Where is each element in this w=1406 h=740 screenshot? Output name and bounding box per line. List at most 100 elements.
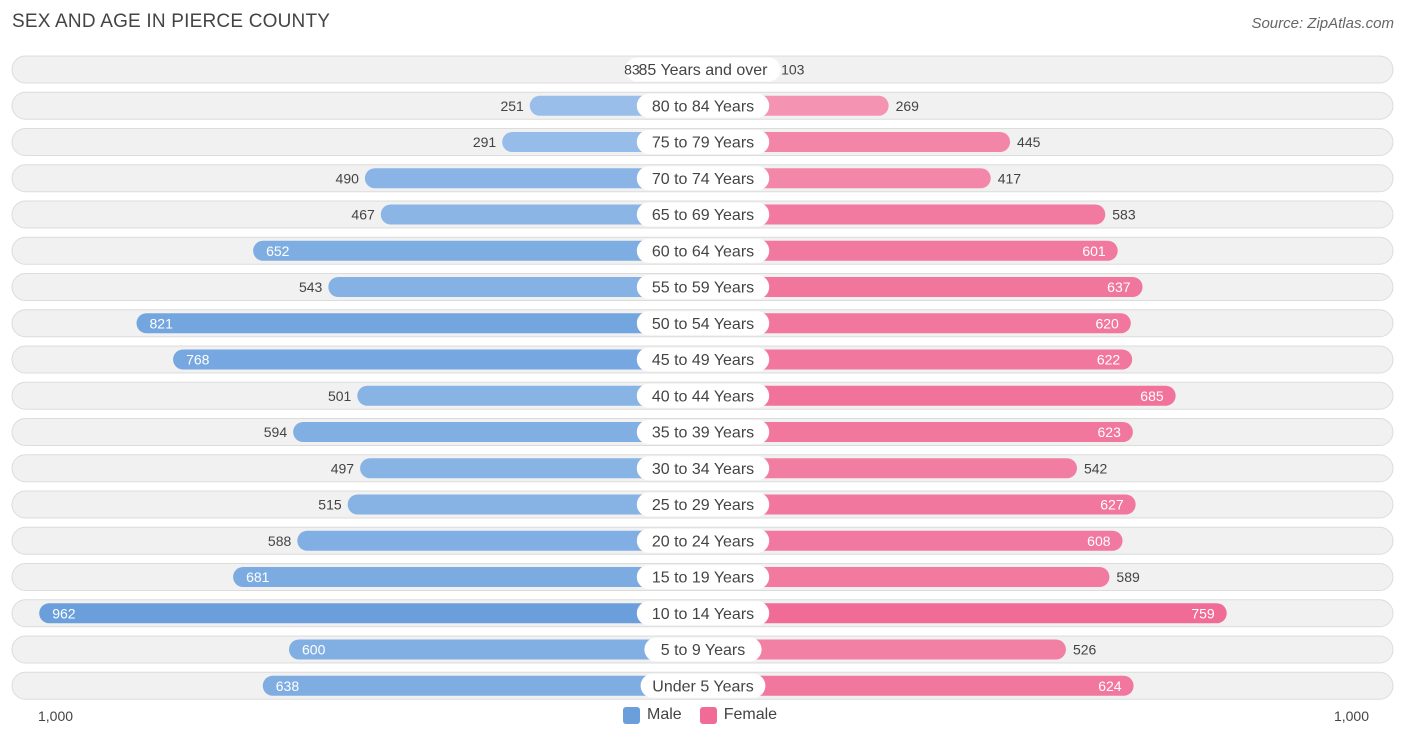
category-pill [636, 420, 770, 444]
chart-row: 20 to 24 Years 588 608 [11, 526, 1394, 555]
value-label-male: 588 [268, 533, 292, 549]
category-label: 10 to 14 Years [652, 606, 754, 623]
value-label-male: 501 [328, 388, 352, 404]
category-label: 60 to 64 Years [652, 243, 754, 260]
value-label-male: 291 [473, 134, 497, 150]
value-label-female: 685 [1140, 388, 1164, 404]
category-label: 30 to 34 Years [652, 461, 754, 478]
category-label: 65 to 69 Years [652, 207, 754, 224]
legend-swatch-male [623, 706, 640, 724]
category-label: 50 to 54 Years [652, 316, 754, 333]
value-label-female: 542 [1084, 460, 1108, 476]
chart-row: 65 to 69 Years 467 583 [11, 200, 1394, 229]
chart-row: 75 to 79 Years 291 445 [11, 128, 1394, 156]
category-label: 20 to 24 Years [652, 533, 754, 550]
bar-female [703, 494, 1136, 515]
bar-female [703, 385, 1176, 406]
legend-swatch-female [699, 706, 717, 724]
bar-male [328, 277, 703, 297]
category-label: 35 to 39 Years [652, 425, 754, 442]
bar-female [703, 168, 991, 189]
value-label-male: 515 [318, 497, 342, 513]
chart-row: 45 to 49 Years 768 622 [11, 345, 1394, 374]
category-pill [636, 130, 770, 154]
chart-row: 5 to 9 Years 600 526 [11, 635, 1394, 664]
value-label-male: 962 [52, 605, 76, 621]
category-pill [636, 492, 770, 517]
chart-row: 30 to 34 Years 497 542 [11, 454, 1394, 483]
value-label-male: 821 [150, 315, 174, 331]
axis-label-right: 1,000 [1333, 708, 1369, 724]
bar-male [297, 530, 703, 551]
value-label-male: 497 [331, 460, 355, 476]
category-pill [640, 673, 766, 698]
bar-female [703, 422, 1133, 442]
bar-male [136, 313, 703, 334]
bar-female [703, 132, 1011, 152]
category-pill [636, 311, 770, 336]
value-label-female: 601 [1082, 243, 1106, 259]
bar-male [262, 675, 703, 696]
legend-label-male: Male [647, 706, 682, 723]
chart-row: 80 to 84 Years 251 269 [11, 91, 1394, 120]
chart-title: SEX AND AGE IN PIERCE COUNTY [12, 11, 331, 32]
value-label-male: 652 [266, 243, 290, 259]
value-label-female: 608 [1087, 533, 1111, 549]
bar-female [703, 458, 1077, 479]
category-pill [636, 275, 770, 299]
bar-female [703, 277, 1143, 297]
category-label: 85 Years and over [639, 62, 769, 79]
category-label: 5 to 9 Years [661, 642, 746, 659]
bar-female [703, 530, 1123, 551]
category-pill [636, 347, 770, 372]
value-label-female: 759 [1191, 605, 1215, 621]
value-label-female: 103 [781, 62, 805, 78]
category-label: Under 5 Years [652, 678, 753, 695]
bar-female [703, 639, 1066, 660]
value-label-male: 543 [299, 279, 323, 295]
category-pill [636, 238, 770, 263]
value-label-female: 526 [1073, 642, 1097, 658]
bar-male [289, 639, 703, 660]
value-label-male: 83 [624, 62, 640, 78]
chart-row: 60 to 64 Years 652 601 [11, 236, 1394, 265]
value-label-female: 623 [1098, 424, 1122, 440]
value-label-female: 622 [1097, 352, 1121, 368]
category-pill [625, 57, 781, 82]
category-pill [636, 202, 770, 227]
bar-female [703, 313, 1131, 334]
chart-row: 70 to 74 Years 490 417 [11, 164, 1394, 193]
chart-row: 25 to 29 Years 515 627 [11, 490, 1394, 519]
category-pill [636, 565, 770, 589]
chart-row: 10 to 14 Years 962 759 [11, 599, 1394, 628]
bar-male [380, 204, 703, 225]
value-label-male: 681 [246, 569, 270, 585]
legend-label-female: Female [723, 706, 778, 723]
bar-male [233, 567, 704, 587]
category-pill [636, 166, 770, 191]
category-pill [636, 601, 770, 626]
value-label-female: 583 [1112, 207, 1136, 223]
bar-male [253, 240, 703, 261]
chart-row: 50 to 54 Years 821 620 [11, 309, 1394, 338]
value-label-male: 490 [336, 170, 360, 186]
category-label: 70 to 74 Years [652, 171, 754, 188]
value-label-female: 627 [1100, 497, 1124, 513]
bar-male [173, 349, 703, 370]
source-label: Source: ZipAtlas.com [1251, 15, 1394, 32]
bar-female [703, 675, 1134, 696]
chart-row: 15 to 19 Years 681 589 [11, 563, 1394, 591]
category-label: 40 to 44 Years [652, 388, 754, 405]
chart-row: 35 to 39 Years 594 623 [11, 418, 1394, 446]
value-label-male: 594 [264, 424, 288, 440]
bar-female [703, 204, 1106, 225]
bar-female [703, 603, 1227, 624]
category-pill [636, 528, 770, 553]
value-label-female: 417 [998, 170, 1022, 186]
legend-item-female[interactable]: Female [699, 706, 778, 724]
bar-male [347, 494, 703, 515]
legend-item-male[interactable]: Male [623, 706, 682, 724]
value-label-male: 768 [186, 352, 210, 368]
